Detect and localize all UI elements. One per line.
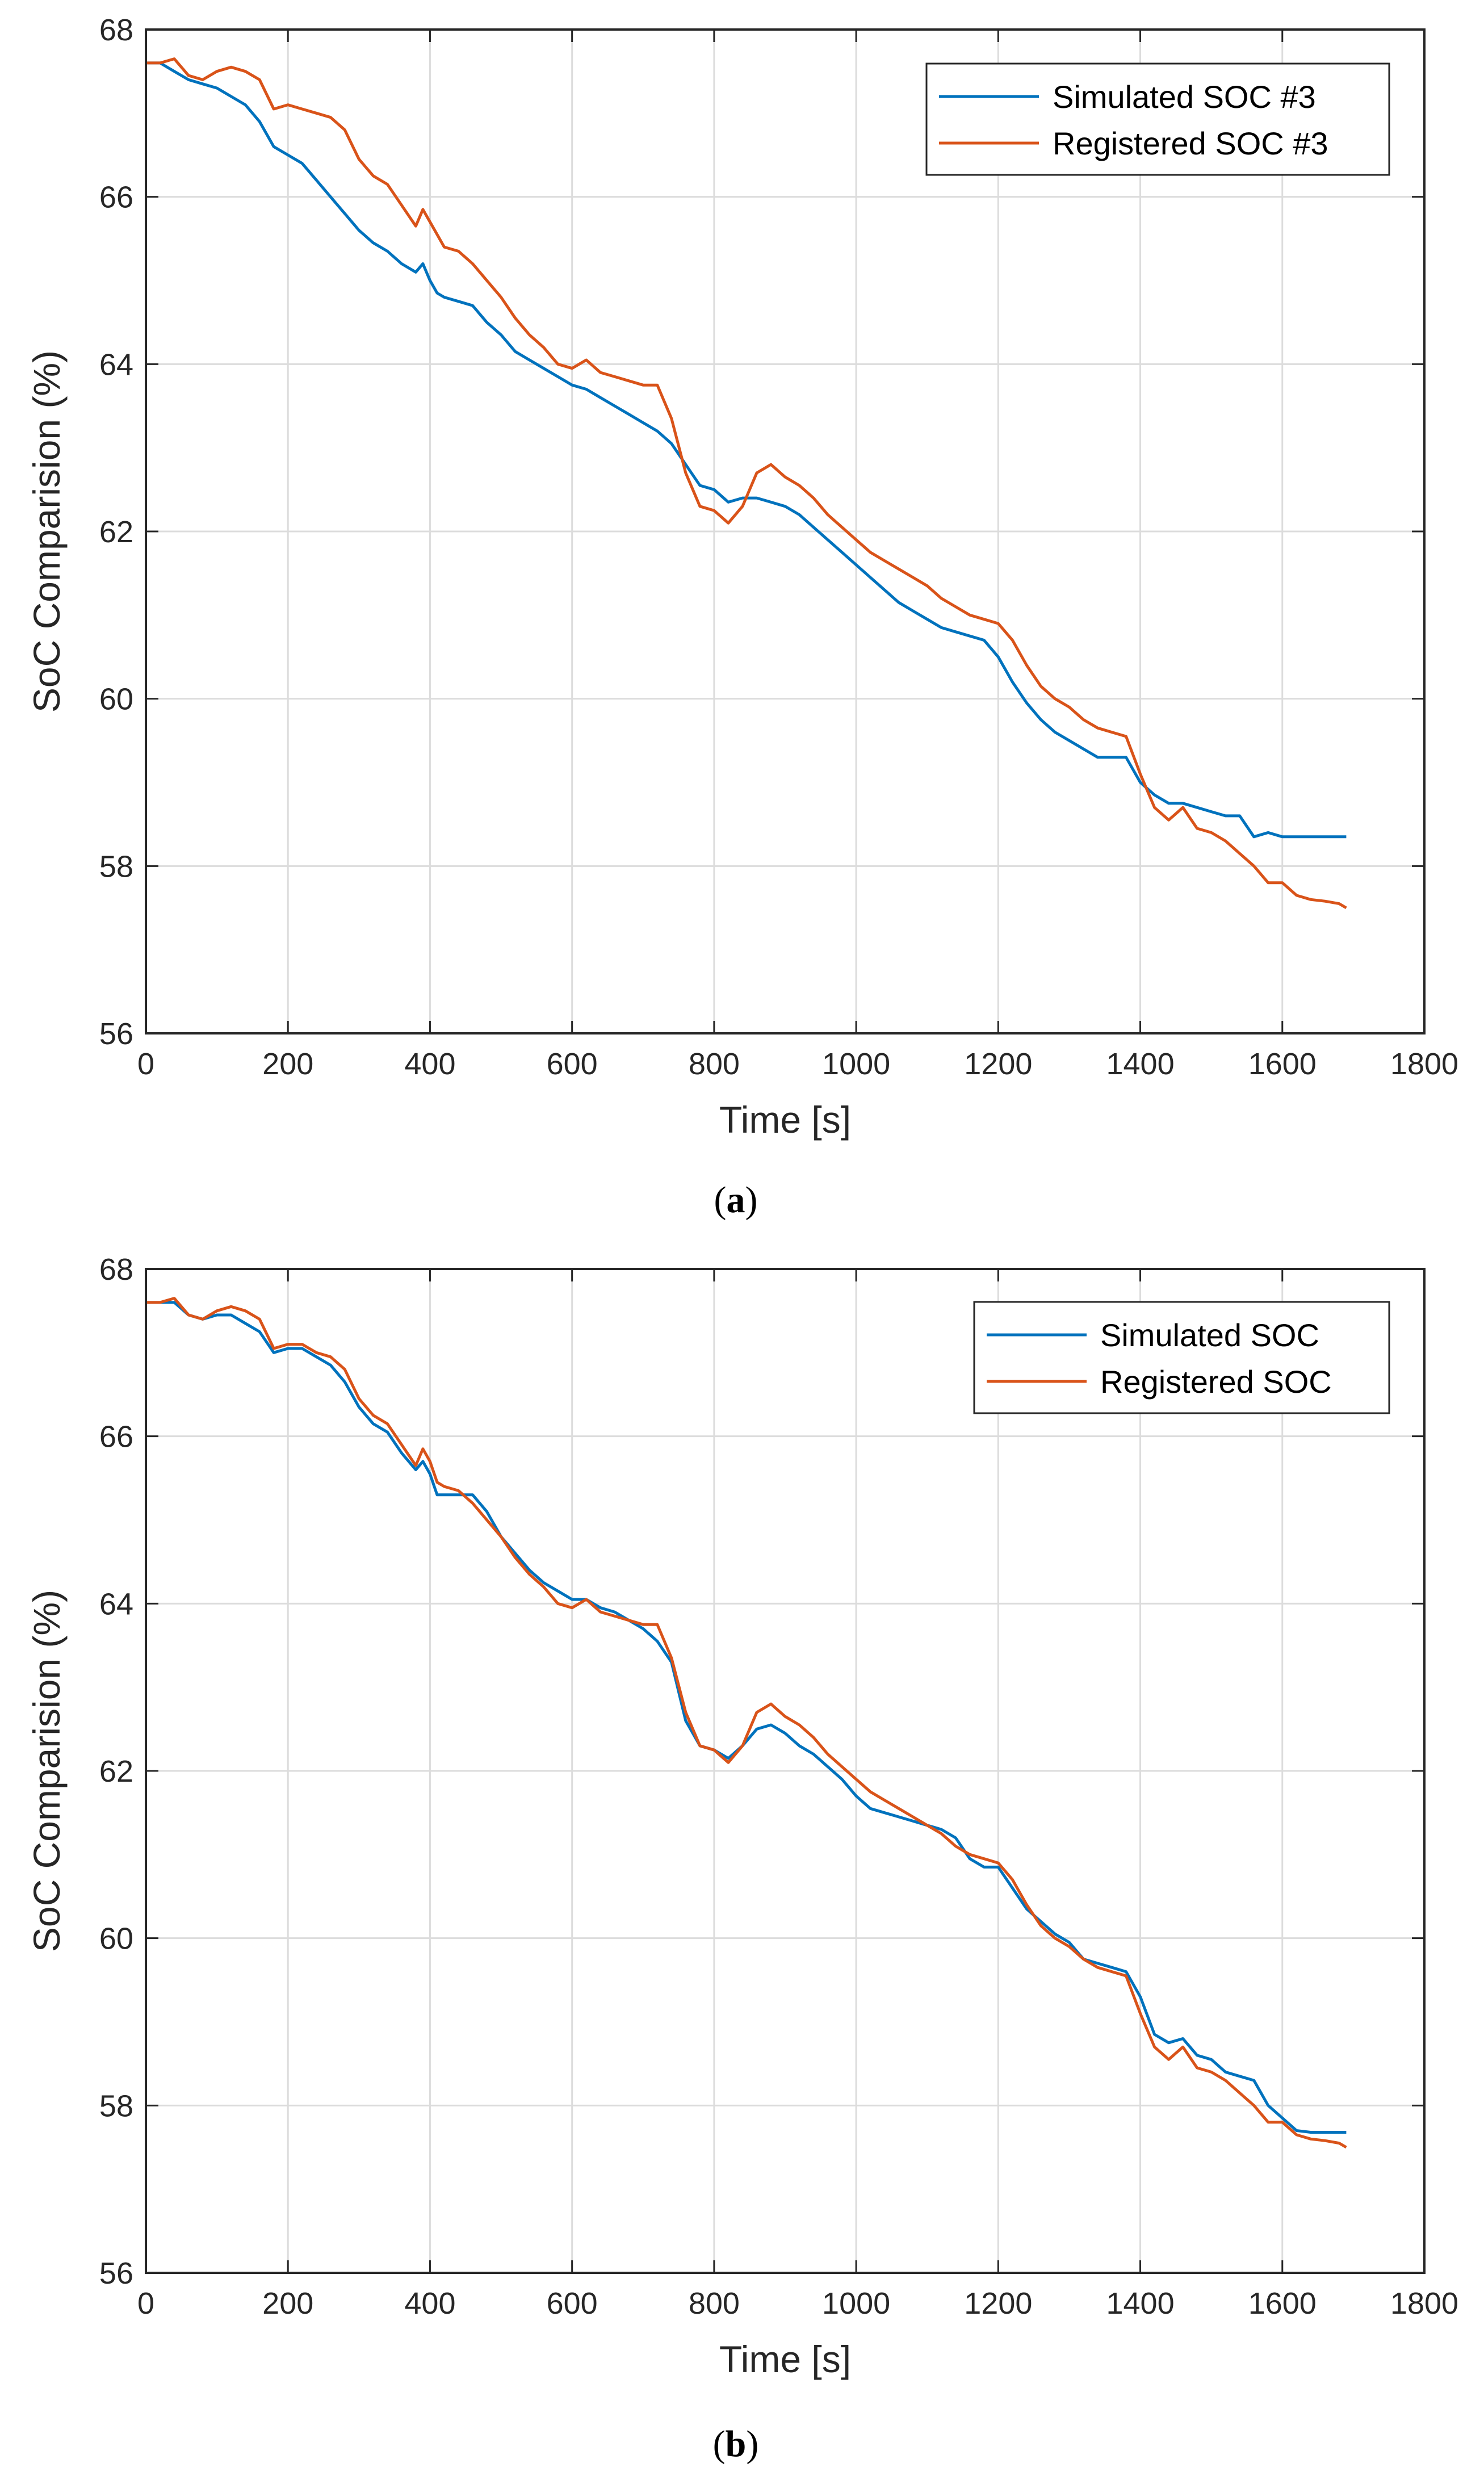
- x-axis-label: Time [s]: [719, 2338, 851, 2380]
- y-tick-label: 66: [99, 1420, 133, 1454]
- x-tick-label: 800: [689, 1047, 740, 1081]
- x-tick-label: 1600: [1248, 2286, 1317, 2321]
- y-tick-label: 58: [99, 2089, 133, 2123]
- chart-panel-b: 0 200 400 600 800 1000 1200 1400 1600 1800 56 58 60 6…: [26, 1253, 1458, 2465]
- x-tick-label: 800: [689, 2286, 740, 2321]
- chart-panel-a: 0 200 400 600 800 1000 1200 1400 1600 1800 56 58 60 6…: [26, 13, 1458, 1221]
- x-tick-label: 1000: [822, 1047, 890, 1081]
- legend-label-registered: Registered SOC: [1100, 1364, 1332, 1400]
- y-tick-label: 62: [99, 515, 133, 549]
- y-tick-label: 56: [99, 2256, 133, 2290]
- legend: Simulated SOC Registered SOC: [973, 1301, 1390, 1414]
- legend: Simulated SOC #3 Registered SOC #3: [925, 62, 1390, 176]
- caption-close-paren: ): [746, 2423, 758, 2465]
- x-tick-label: 1800: [1390, 2286, 1458, 2321]
- y-tick-label: 60: [99, 682, 133, 717]
- x-tick-label: 1000: [822, 2286, 890, 2321]
- x-tick-label: 200: [262, 1047, 313, 1081]
- x-tick-label: 1200: [964, 1047, 1032, 1081]
- caption-open-paren: (: [713, 2423, 726, 2465]
- caption-open-paren: (: [714, 1179, 727, 1221]
- y-tick-label: 64: [99, 347, 133, 382]
- panel-caption: (a): [714, 1179, 758, 1221]
- series-line-registered: [146, 57, 1347, 910]
- x-tick-label: 1600: [1248, 1047, 1317, 1081]
- x-tick-label: 0: [137, 2286, 154, 2321]
- y-tick-label: 64: [99, 1587, 133, 1621]
- x-tick-label: 400: [404, 1047, 455, 1081]
- x-tick-label: 1800: [1390, 1047, 1458, 1081]
- legend-label-registered: Registered SOC #3: [1053, 125, 1328, 161]
- y-tick-label: 62: [99, 1754, 133, 1788]
- legend-label-simulated: Simulated SOC: [1100, 1317, 1319, 1353]
- x-tick-label: 0: [137, 1047, 154, 1081]
- x-tick-label: 200: [262, 2286, 313, 2321]
- y-tick-label: 60: [99, 1922, 133, 1956]
- caption-close-paren: ): [745, 1179, 758, 1221]
- panel-caption: (b): [713, 2423, 759, 2465]
- y-tick-label: 68: [99, 1253, 133, 1287]
- series-line-registered: [146, 1297, 1347, 2149]
- x-tick-label: 1400: [1106, 1047, 1174, 1081]
- x-tick-label: 600: [547, 2286, 598, 2321]
- x-tick-label: 1400: [1106, 2286, 1174, 2321]
- y-axis-label: SoC Comparision (%): [26, 350, 68, 713]
- y-axis-label: SoC Comparision (%): [26, 1590, 68, 1952]
- legend-box: [925, 62, 1390, 176]
- y-tick-label: 66: [99, 181, 133, 215]
- y-tick-label: 68: [99, 13, 133, 47]
- x-axis-label: Time [s]: [719, 1099, 851, 1141]
- caption-letter: b: [726, 2423, 747, 2465]
- x-tick-label: 400: [404, 2286, 455, 2321]
- y-tick-label: 58: [99, 849, 133, 883]
- y-tick-label: 56: [99, 1017, 133, 1051]
- x-tick-label: 600: [547, 1047, 598, 1081]
- legend-label-simulated: Simulated SOC #3: [1053, 79, 1316, 115]
- caption-letter: a: [727, 1179, 745, 1221]
- x-tick-label: 1200: [964, 2286, 1032, 2321]
- legend-box: [973, 1301, 1390, 1414]
